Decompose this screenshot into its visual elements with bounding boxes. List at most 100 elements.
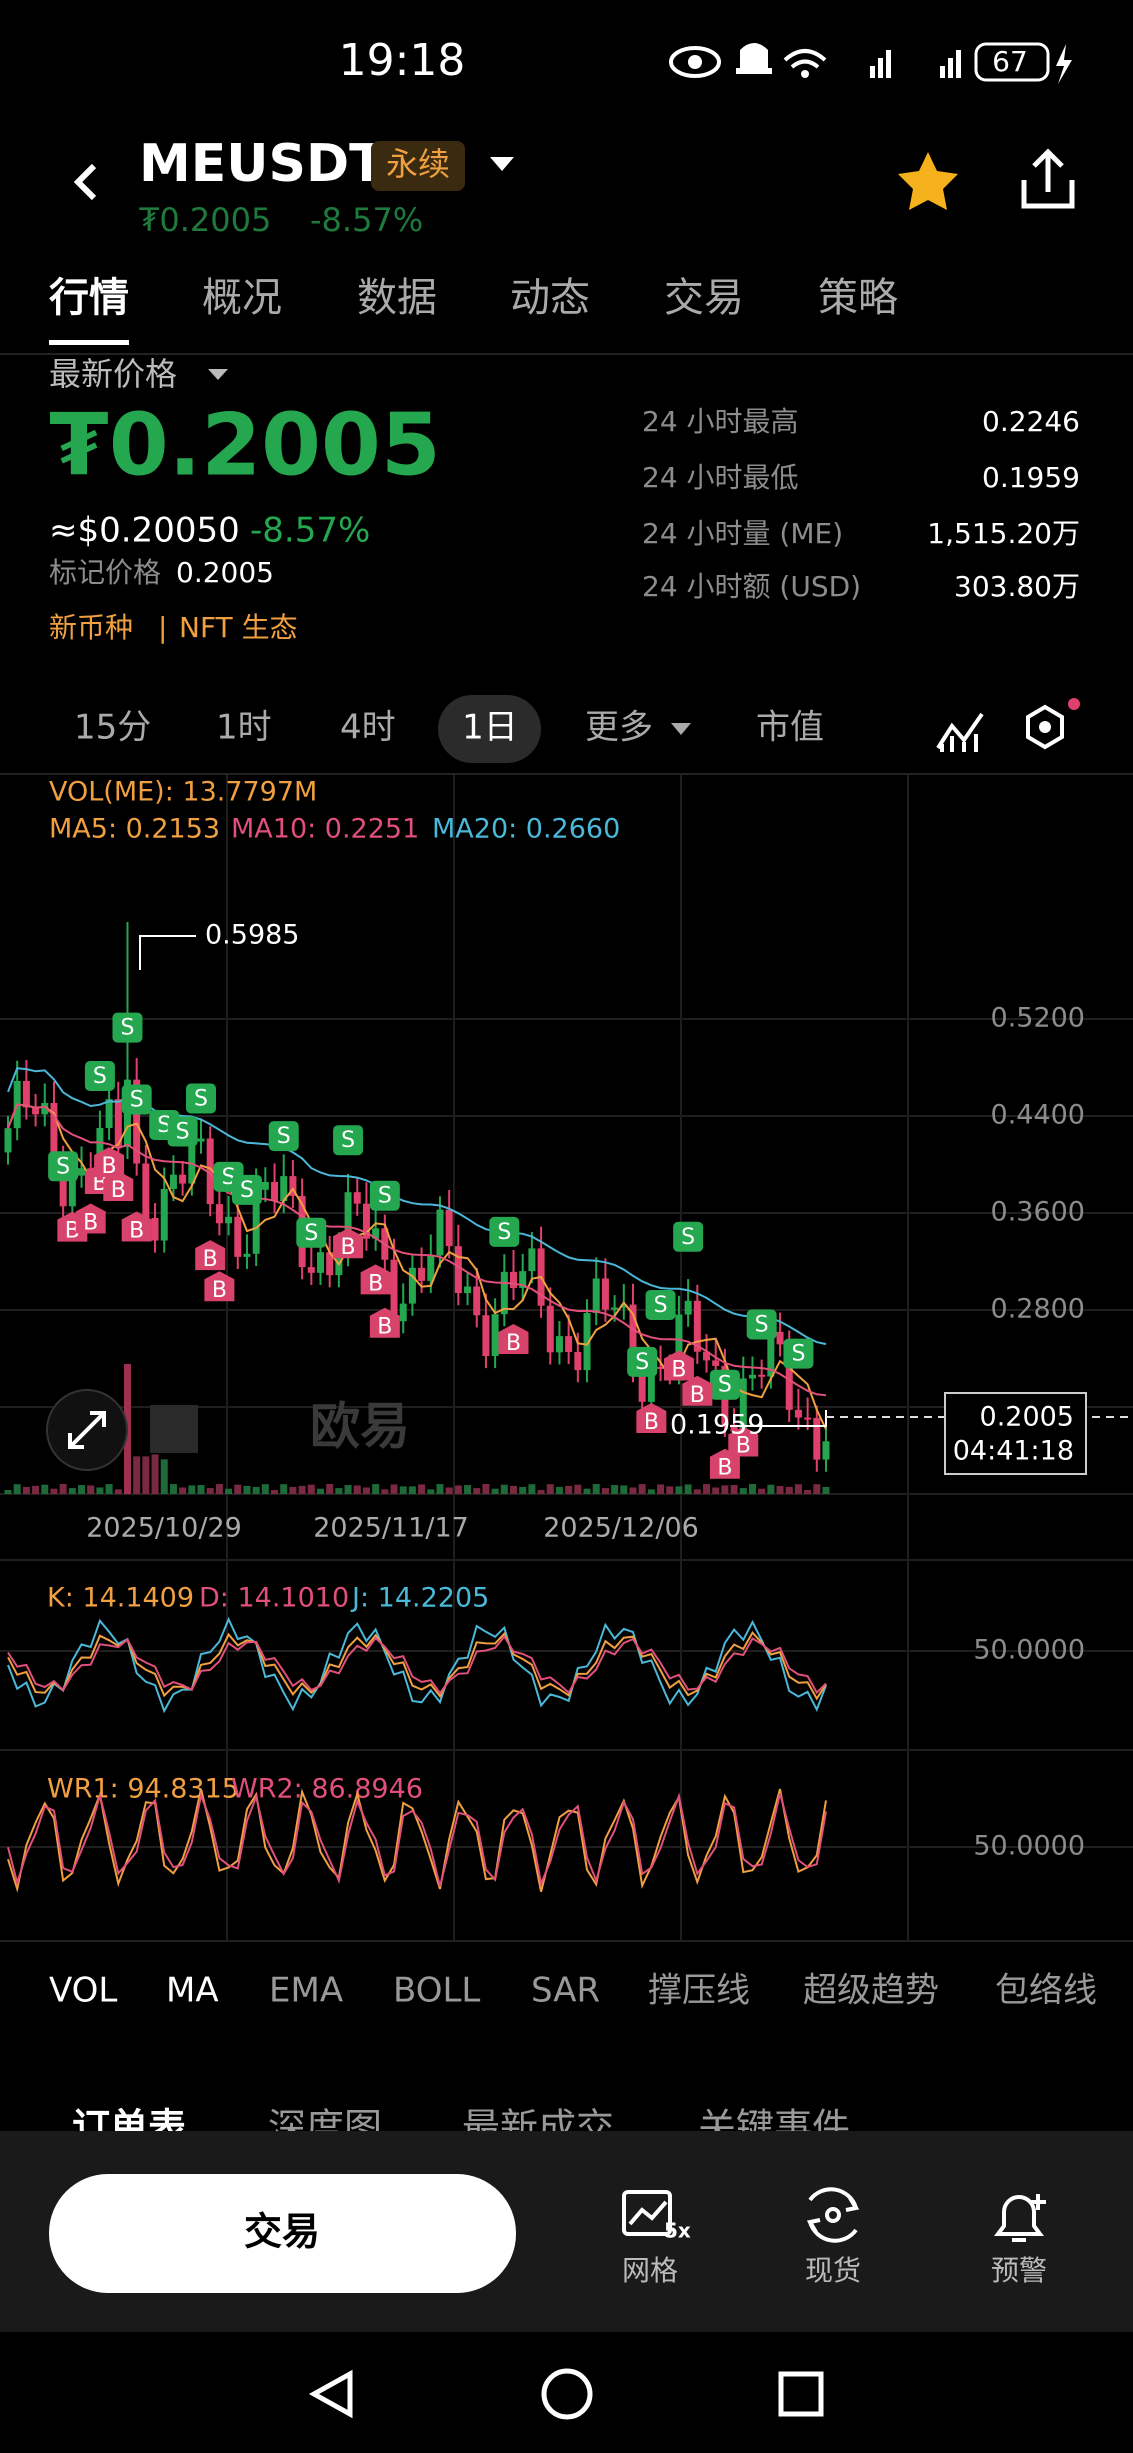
sell-marker [709,1369,740,1400]
buy-marker [636,1403,667,1434]
candle-body [454,1246,462,1294]
indicator-tab[interactable]: VOL [49,1971,117,2011]
trade-button[interactable] [49,2174,516,2293]
tab[interactable]: 行情 [49,275,129,321]
k-label: K: 14.1409 [47,1583,194,1614]
favorite-button[interactable] [898,152,958,210]
volume-bar [491,1488,499,1494]
tab-underline [49,340,129,345]
interval[interactable]: 更多 [585,708,653,748]
candle-body [289,1176,297,1196]
buy-marker [682,1375,713,1406]
indicator-button[interactable] [936,712,984,752]
interval[interactable]: 15分 [74,708,151,748]
volume-bar [758,1488,766,1494]
usd-price: ≈$0.20050 [49,511,240,551]
more-dropdown[interactable] [671,723,691,735]
volume-bar [822,1486,830,1494]
oscillator-line [7,1791,827,1888]
price-label-dropdown[interactable] [208,369,228,380]
indicator-tab[interactable]: SAR [531,1971,600,2011]
volume-bar [22,1486,30,1494]
candle-body [712,1360,720,1366]
alert-icon[interactable] [994,2194,1046,2242]
volume-bar [647,1489,655,1494]
interval[interactable]: 4时 [340,708,396,748]
volume-bar [151,1454,159,1494]
badge-bg [371,141,465,191]
header-price: ₮0.2005 [139,201,271,239]
sell-marker [231,1174,262,1205]
high-leader [139,935,196,970]
candle-body [675,1314,683,1373]
interval[interactable]: 1日 [462,708,518,748]
tab[interactable]: 策略 [818,275,898,321]
candle-body [59,1160,67,1207]
candle-body [243,1253,251,1257]
candle-body [372,1228,380,1239]
spot-icon[interactable] [806,2187,860,2243]
buy-marker-label: B [203,1247,218,1272]
tab[interactable]: 交易 [664,275,744,321]
candle-body [105,1099,113,1128]
sell-marker-label: S [120,1016,134,1041]
candle-body [22,1080,30,1108]
candle-body [399,1303,407,1322]
indicator-tab[interactable]: EMA [269,1971,343,2011]
candle-body [188,1141,196,1184]
symbol: MEUSDT [139,134,385,194]
candle-body [32,1107,40,1115]
indicator-tab[interactable]: BOLL [393,1971,480,2011]
volume-bar [179,1487,187,1494]
share-button[interactable] [1021,148,1075,209]
candle-body [482,1315,490,1357]
status-icons [669,43,1072,84]
tag[interactable]: 新币种 [49,611,133,644]
indicator-tab[interactable]: 包络线 [995,1971,1097,2011]
interval[interactable]: 市值 [756,708,824,748]
sell-marker [627,1346,658,1377]
action-label[interactable]: 网格 [622,2254,678,2287]
volume-bar [59,1484,67,1494]
tab[interactable]: 动态 [510,275,590,321]
indicator-tab[interactable]: 超级趋势 [803,1971,939,2011]
volume-bar [601,1488,609,1494]
nav-back[interactable] [308,2369,353,2419]
candle-body [546,1305,554,1353]
ma20-label: MA20: 0.2660 [432,814,620,845]
buy-marker [204,1271,235,1302]
volume-bar [261,1484,269,1494]
volume-bar [776,1485,784,1494]
buy-marker-label: B [377,1315,392,1340]
sell-marker [296,1217,327,1248]
nav-recent[interactable] [778,2371,824,2417]
tab[interactable]: 数据 [357,275,437,321]
grid-icon[interactable] [622,2190,672,2236]
candle-body [629,1304,637,1371]
candle-body [592,1278,600,1314]
sell-marker [48,1151,79,1182]
indicator-tab[interactable]: 撑压线 [648,1971,750,2011]
sell-marker-label: S [755,1313,769,1338]
volume-bar [225,1488,233,1494]
wr-tick: 50.0000 [973,1831,1085,1862]
candle-body [271,1182,279,1202]
symbol-dropdown[interactable] [490,157,514,171]
action-label[interactable]: 预警 [991,2254,1047,2287]
settings-button[interactable] [1026,704,1064,750]
volume-bar [50,1488,58,1494]
date-label: 2025/12/06 [543,1513,699,1544]
back-button[interactable] [73,163,97,201]
indicator-tab[interactable]: MA [166,1971,219,2011]
sell-marker-label: S [654,1293,668,1318]
tab[interactable]: 概况 [202,275,282,321]
interval[interactable]: 1时 [216,708,272,748]
stat-label: 24 小时最低 [642,461,799,494]
oscillator-line [7,1634,827,1695]
candle-body [510,1271,518,1288]
nav-home[interactable] [541,2368,593,2420]
action-label[interactable]: 现货 [805,2254,861,2287]
tag[interactable]: NFT 生态 [179,611,298,644]
sell-marker [369,1180,400,1211]
